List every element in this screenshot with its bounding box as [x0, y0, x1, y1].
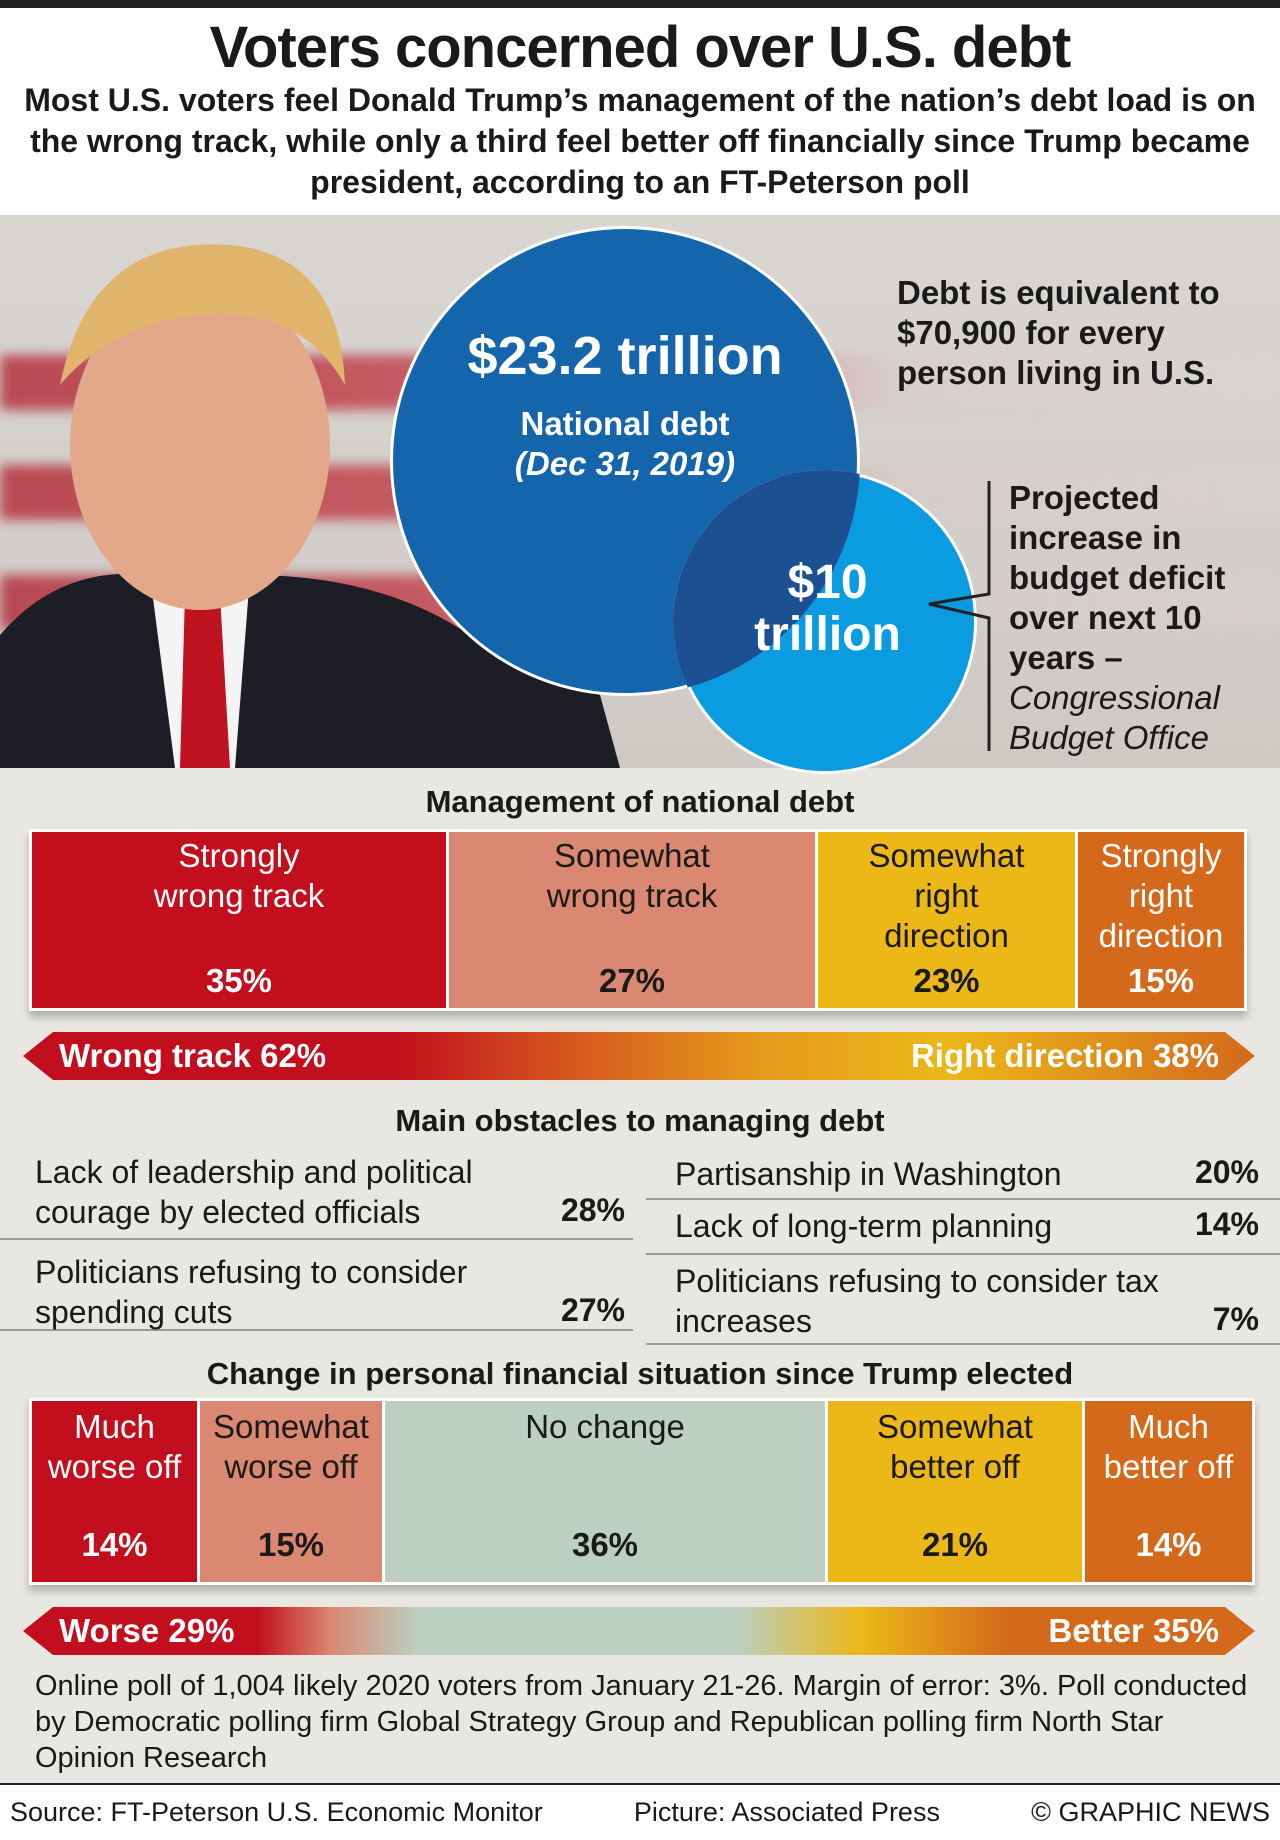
segment-pct: 15% — [257, 1526, 325, 1563]
segment-label: Strongly wrong track — [153, 837, 325, 914]
debt-amount: $23.2 trillion — [467, 326, 783, 386]
page-title: Voters concerned over U.S. debt — [209, 15, 1072, 80]
deficit-note-text: Projected increase in budget deficit ove… — [1009, 479, 1226, 676]
segment-much-worse: Much worse off 14% — [32, 1401, 200, 1582]
top-bar — [0, 0, 1280, 8]
source-text: Source: FT-Peterson U.S. Economic Monito… — [10, 1797, 543, 1827]
obstacle-row: Lack of long-term planning 14% — [646, 1200, 1280, 1253]
obstacle-label: Partisanship in Washington — [675, 1156, 1062, 1192]
segment-pct: 21% — [921, 1526, 989, 1563]
segment-pct: 35% — [205, 962, 273, 999]
subtitle: Most U.S. voters feel Donald Trump’s man… — [24, 82, 1256, 200]
obstacles-left: Lack of leadership and political courage… — [0, 1152, 633, 1331]
segment-somewhat-wrong: Somewhat wrong track 27% — [449, 832, 818, 1008]
obstacles-title: Main obstacles to managing debt — [395, 1103, 885, 1138]
segment-somewhat-worse: Somewhat worse off 15% — [200, 1401, 385, 1582]
management-bar: Strongly wrong track 35% Somewhat wrong t… — [29, 829, 1247, 1011]
obstacle-pct: 7% — [1212, 1301, 1259, 1337]
obstacle-row: Partisanship in Washington 20% — [646, 1152, 1280, 1198]
segment-pct: 14% — [81, 1526, 148, 1563]
finance-title: Change in personal financial situation s… — [206, 1356, 1074, 1391]
finance-bar: Much worse off 14% Somewhat worse off 15% … — [29, 1398, 1255, 1585]
obstacle-pct: 27% — [560, 1292, 625, 1328]
segment-label: Somewhat right direction — [868, 837, 1025, 954]
segment-much-better: Much better off 14% — [1085, 1401, 1252, 1582]
deficit-source: Congressional Budget Office — [1009, 679, 1220, 756]
obstacle-label: Lack of leadership and political courage… — [35, 1154, 473, 1230]
wrong-track-total: Wrong track 62% — [59, 1037, 327, 1074]
portrait-image — [0, 244, 620, 768]
segment-pct: 27% — [598, 962, 666, 999]
segment-label: Strongly right direction — [1098, 837, 1224, 954]
worse-total: Worse 29% — [59, 1612, 235, 1649]
debt-date: (Dec 31, 2019) — [514, 445, 736, 482]
deficit-amount: $10 trillion — [700, 557, 955, 661]
segment-no-change: No change 36% — [385, 1401, 828, 1582]
obstacle-row: Politicians refusing to consider tax inc… — [646, 1255, 1280, 1343]
obstacle-label: Politicians refusing to consider spendin… — [35, 1254, 468, 1330]
better-total: Better 35% — [1048, 1612, 1219, 1649]
segment-pct: 36% — [571, 1526, 639, 1563]
deficit-note: Projected increase in budget deficit ove… — [1009, 478, 1274, 758]
obstacles-right: Partisanship in Washington 20% Lack of lo… — [646, 1152, 1280, 1345]
picture-credit: Picture: Associated Press — [633, 1797, 940, 1827]
obstacle-row: Lack of leadership and political courage… — [0, 1152, 633, 1238]
obstacle-label: Lack of long-term planning — [675, 1208, 1053, 1244]
segment-label: Much worse off — [47, 1408, 182, 1485]
segment-somewhat-right: Somewhat right direction 23% — [818, 832, 1078, 1008]
footnote: Online poll of 1,004 likely 2020 voters … — [35, 1670, 1248, 1774]
deficit-amount-value: $10 — [787, 556, 868, 609]
management-summary-arrow: Wrong track 62% Right direction 38% — [23, 1032, 1255, 1080]
segment-label: Much better off — [1103, 1408, 1234, 1485]
segment-strongly-right: Strongly right direction 15% — [1078, 832, 1244, 1008]
segment-label: Somewhat worse off — [213, 1408, 369, 1485]
debt-label: National debt — [520, 405, 730, 442]
segment-pct: 23% — [913, 962, 980, 999]
segment-pct: 14% — [1135, 1526, 1202, 1563]
segment-label: Somewhat wrong track — [546, 837, 718, 914]
graphic-news-credit: © GRAPHIC NEWS — [1031, 1797, 1270, 1827]
segment-label: No change — [525, 1408, 685, 1445]
right-direction-total: Right direction 38% — [910, 1037, 1219, 1074]
obstacle-pct: 14% — [1194, 1206, 1259, 1242]
obstacle-pct: 20% — [1194, 1154, 1259, 1190]
per-person-note: Debt is equivalent to $70,900 for every … — [897, 274, 1220, 391]
bracket-pointer — [928, 481, 991, 751]
segment-pct: 15% — [1127, 962, 1195, 999]
obstacle-label: Politicians refusing to consider tax inc… — [675, 1263, 1159, 1339]
management-title: Management of national debt — [425, 784, 855, 819]
circle-overlap — [673, 470, 977, 774]
obstacle-row: Politicians refusing to consider spendin… — [0, 1240, 633, 1330]
segment-label: Somewhat better off — [877, 1408, 1033, 1485]
header — [0, 8, 1280, 215]
segment-strongly-wrong: Strongly wrong track 35% — [32, 832, 449, 1008]
finance-summary-arrow: Worse 29% Better 35% — [23, 1607, 1255, 1655]
source-bar: Source: FT-Peterson U.S. Economic Monito… — [0, 1783, 1280, 1840]
deficit-amount-unit: trillion — [754, 608, 901, 661]
segment-somewhat-better: Somewhat better off 21% — [828, 1401, 1085, 1582]
obstacle-pct: 28% — [560, 1192, 625, 1228]
